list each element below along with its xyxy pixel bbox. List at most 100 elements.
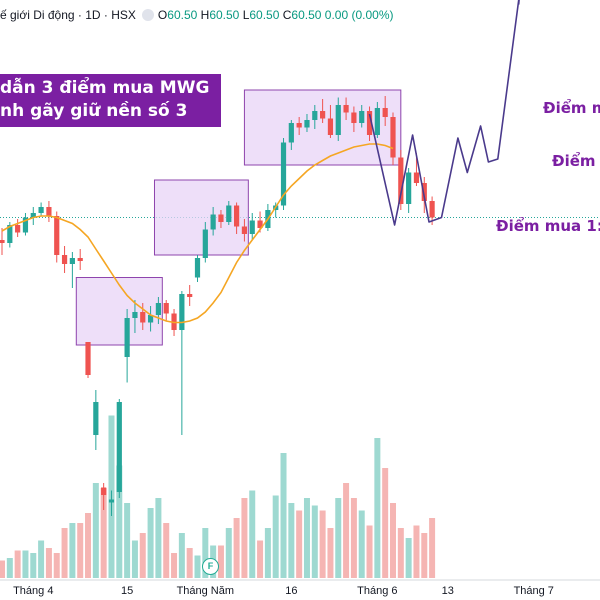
candle-body <box>54 216 60 255</box>
volume-bar <box>335 498 342 578</box>
volume-bar <box>61 528 68 578</box>
candle <box>140 303 146 330</box>
candle-body <box>38 207 44 213</box>
volume-bar <box>264 528 271 578</box>
candle-body <box>61 255 68 264</box>
candle <box>147 306 154 332</box>
volume-bar <box>257 540 264 578</box>
moving-average-line <box>1 143 394 324</box>
candle <box>179 291 185 435</box>
volume-bar <box>6 558 13 578</box>
candle <box>85 342 91 378</box>
volume-bar <box>163 523 170 578</box>
candle-body <box>366 111 373 135</box>
x-tick-label: 13 <box>442 585 454 597</box>
annotation-buy-point-3: Điểm m <box>543 99 600 117</box>
volume-bar <box>14 550 21 578</box>
candle-body <box>7 225 13 243</box>
candle-body <box>429 201 435 218</box>
close-label: C <box>282 8 292 22</box>
candle-body <box>382 108 388 117</box>
volume-bar <box>147 508 154 578</box>
annotation-buy-point-2: Điểm m <box>552 152 600 170</box>
volume-bar <box>194 555 201 578</box>
candle <box>390 112 396 165</box>
candle <box>359 105 365 128</box>
volume-bar <box>45 548 52 578</box>
candle <box>46 201 52 222</box>
candle <box>93 390 99 450</box>
symbol-title: ế giới Di động · 1D · HSX <box>0 8 136 22</box>
candle-body <box>15 225 21 233</box>
candle <box>241 219 248 242</box>
candle-body <box>202 229 208 258</box>
volume-bar <box>358 510 365 578</box>
candle-body <box>226 205 232 222</box>
volume-bar <box>280 453 287 578</box>
candle-body <box>327 118 334 135</box>
candle <box>351 106 357 132</box>
volume-bar <box>350 498 357 578</box>
x-tick-label: 16 <box>285 585 297 597</box>
volume-bar <box>22 550 29 578</box>
candle <box>382 96 388 126</box>
volume-bar <box>288 503 295 578</box>
candlesticks <box>0 96 435 516</box>
candle <box>38 202 44 216</box>
volume-bar <box>38 540 45 578</box>
volume-bar <box>421 533 428 578</box>
ohlc-legend: O60.50 H60.50 L60.50 C60.50 0.00 (0.00%) <box>158 8 394 22</box>
high-label: H <box>200 8 210 22</box>
event-badge-icon[interactable]: F <box>202 558 219 575</box>
volume-bar <box>131 540 138 578</box>
candle <box>155 297 161 324</box>
volume-bar <box>178 533 185 578</box>
banner-line-2: nh gãy giữ nền số 3 <box>0 101 188 121</box>
candle-body <box>280 142 287 206</box>
candle <box>249 213 255 240</box>
candle-body <box>413 172 420 183</box>
volume-bar <box>390 503 396 578</box>
candle <box>210 207 216 236</box>
candle-body <box>30 213 36 218</box>
volume-bar <box>0 560 5 578</box>
volume-bar <box>374 438 381 578</box>
x-axis-ticks: Tháng 4 15 Tháng Năm 16 Tháng 6 13 Tháng 7 <box>13 585 554 597</box>
volume-bar <box>53 553 60 578</box>
candle <box>0 228 5 255</box>
volume-bar <box>186 548 193 578</box>
candle <box>327 105 334 138</box>
candle <box>132 300 138 333</box>
candle <box>163 300 169 321</box>
candle-body <box>155 303 161 315</box>
candle-body <box>46 207 52 216</box>
candle <box>304 114 310 132</box>
volume-bar <box>171 553 178 578</box>
volume-bar <box>429 518 436 578</box>
candle-body <box>359 111 365 123</box>
volume-bar <box>225 528 232 578</box>
volume-bar <box>397 528 404 578</box>
candle <box>194 255 201 282</box>
candle-body <box>124 318 130 357</box>
candle-body <box>101 487 107 495</box>
candle-body <box>132 312 138 318</box>
volume-bar <box>319 510 326 578</box>
candle <box>320 99 326 123</box>
candle <box>226 201 232 225</box>
candle <box>398 150 404 210</box>
candle <box>312 105 318 129</box>
candle-body <box>335 105 341 135</box>
candle-body <box>398 157 404 204</box>
candle-body <box>140 312 146 323</box>
candle <box>187 285 193 306</box>
low-value: 60.50 <box>249 8 280 22</box>
candle-body <box>85 342 91 375</box>
projection-path <box>368 0 520 226</box>
candle-body <box>108 499 115 503</box>
candle <box>77 249 83 270</box>
candle <box>30 207 36 225</box>
volume-bar <box>77 523 84 578</box>
candle <box>61 246 68 273</box>
